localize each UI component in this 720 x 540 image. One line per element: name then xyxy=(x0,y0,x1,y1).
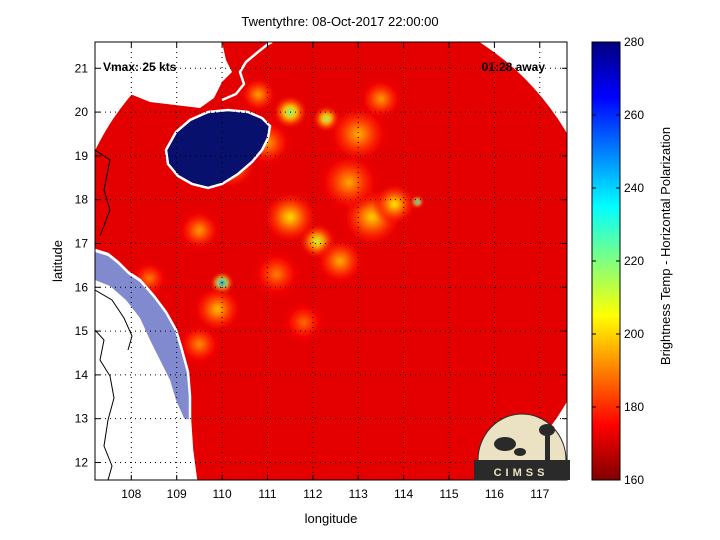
x-tick-label: 108 xyxy=(121,487,141,501)
hainan-island xyxy=(164,108,272,190)
y-tick-label: 14 xyxy=(75,368,89,382)
colorbar-tick-label: 220 xyxy=(624,254,644,268)
vietnam-coastline xyxy=(95,248,198,480)
y-tick-label: 17 xyxy=(75,236,89,250)
y-axis-label: latitude xyxy=(50,240,65,282)
convective-cell xyxy=(372,182,417,226)
colorbar-tick-label: 280 xyxy=(624,35,644,49)
border-line-2 xyxy=(95,289,133,351)
y-tick-label: 18 xyxy=(75,193,89,207)
convective-cell xyxy=(192,284,243,334)
x-tick-label: 112 xyxy=(303,487,322,501)
axes-frame xyxy=(94,41,568,481)
mainland-land xyxy=(95,42,232,108)
logo-dish-small xyxy=(514,448,526,456)
colorbar-tick-label: 260 xyxy=(624,108,644,122)
plot-content xyxy=(95,42,567,480)
border-line-1 xyxy=(95,329,115,480)
time-away-annotation: 01:28 away xyxy=(482,60,546,74)
colorbar-tick-label: 240 xyxy=(624,181,644,195)
colorbar-tick-label: 180 xyxy=(624,400,644,414)
colorbar-tick-label: 160 xyxy=(624,473,644,487)
y-tick-label: 16 xyxy=(75,280,89,294)
convective-cell xyxy=(317,151,381,213)
leizhou-coast xyxy=(221,42,273,102)
x-tick-labels: 108 109 110 111 112 113 114 115 116 117 xyxy=(121,487,549,501)
border-line-3 xyxy=(95,149,111,237)
colorbar: 160 180 200 220 240 260 280 Brightness Temp - … xyxy=(591,35,673,487)
vietnam-land-dark xyxy=(95,252,190,420)
logo-building xyxy=(474,460,570,480)
convective-cell xyxy=(281,300,327,344)
x-tick-label: 113 xyxy=(349,487,368,501)
colorbar-tick-label: 200 xyxy=(624,327,644,341)
x-tick-label: 111 xyxy=(258,487,277,501)
colorbar-ticks: 160 180 200 220 240 260 280 xyxy=(592,35,644,487)
convective-cell xyxy=(261,189,319,245)
y-tick-label: 21 xyxy=(75,61,89,75)
colorbar-ramp xyxy=(591,41,621,481)
tick-marks xyxy=(95,42,567,480)
y-tick-label: 20 xyxy=(75,105,89,119)
x-tick-label: 116 xyxy=(485,487,504,501)
logo-dish-large xyxy=(494,437,516,451)
chart-title: Twentythre: 08-Oct-2017 22:00:00 xyxy=(241,14,438,29)
convective-cell xyxy=(251,249,302,299)
logo-text: CIMSS xyxy=(494,467,549,479)
convective-cell xyxy=(177,208,222,252)
x-axis-label: longitude xyxy=(305,511,358,526)
y-tick-labels: 12 13 14 15 16 17 18 19 20 21 xyxy=(75,61,89,469)
cimss-logo: CIMSS xyxy=(474,413,570,480)
convective-cell xyxy=(239,76,278,113)
vmax-annotation: Vmax: 25 kts xyxy=(103,60,177,74)
logo-tower-top xyxy=(539,424,555,436)
x-tick-label: 117 xyxy=(530,487,549,501)
colorbar-label: Brightness Temp - Horizontal Polarizatio… xyxy=(658,127,673,365)
y-tick-label: 15 xyxy=(75,324,89,338)
land-features xyxy=(95,42,273,480)
convective-cell xyxy=(314,236,366,286)
grid-lines xyxy=(95,42,567,480)
x-tick-label: 109 xyxy=(167,487,187,501)
convective-cell xyxy=(177,322,222,366)
logo-tower xyxy=(545,430,550,460)
convective-cell xyxy=(358,77,404,121)
y-tick-label: 13 xyxy=(75,412,89,426)
x-tick-label: 115 xyxy=(439,487,458,501)
x-tick-label: 110 xyxy=(213,487,232,501)
y-tick-label: 12 xyxy=(75,455,89,469)
vietnam-land xyxy=(95,250,196,480)
y-tick-label: 19 xyxy=(75,149,89,163)
x-tick-label: 114 xyxy=(394,487,413,501)
